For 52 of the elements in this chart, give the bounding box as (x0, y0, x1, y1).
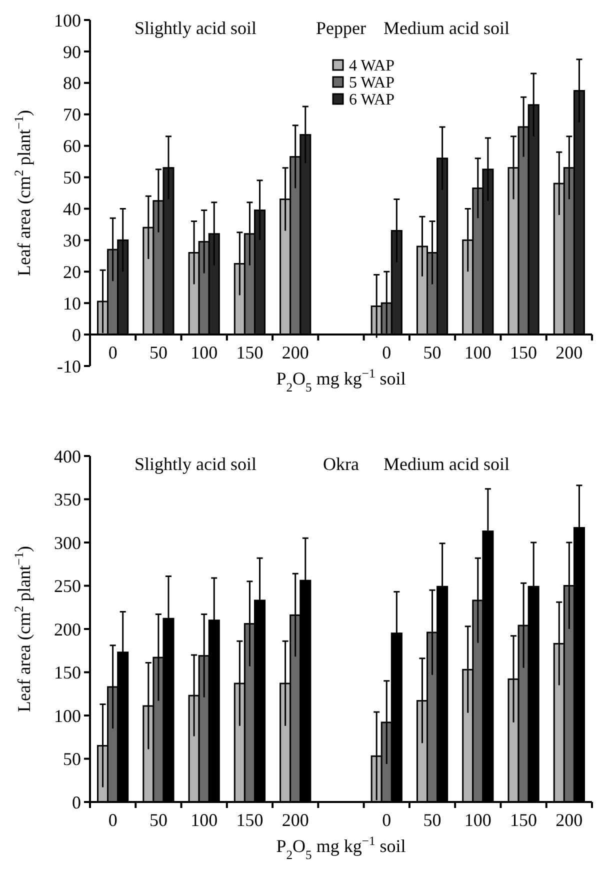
x-tick-label: 0 (382, 342, 392, 363)
y-tick-label: 50 (63, 749, 81, 770)
legend-label: 6 WAP (349, 92, 395, 109)
y-tick-label: 0 (72, 324, 81, 345)
x-tick-label: 100 (464, 342, 492, 363)
annotation: Medium acid soil (384, 454, 510, 474)
y-tick-label: 50 (63, 168, 81, 188)
y-tick-label: 80 (63, 73, 81, 94)
x-tick-label: 100 (190, 342, 218, 363)
x-tick-label: 200 (282, 810, 309, 830)
annotation: Slightly acid soil (134, 18, 257, 38)
x-tick-label: 0 (382, 810, 392, 830)
y-tick-label: 200 (54, 619, 81, 640)
x-tick-label: 0 (108, 342, 118, 363)
y-tick-label: 10 (63, 293, 81, 314)
x-tick-label: 50 (149, 810, 168, 830)
x-tick-label: 150 (236, 342, 264, 363)
y-tick-label: 150 (54, 662, 81, 683)
legend-label: 4 WAP (349, 58, 395, 75)
x-tick-label: 100 (464, 810, 492, 830)
y-tick-label: 400 (54, 446, 81, 466)
y-tick-label: 300 (54, 532, 81, 553)
x-tick-label: 150 (236, 810, 264, 830)
y-tick-label: 100 (54, 706, 81, 726)
x-tick-label: 200 (556, 342, 583, 363)
x-tick-label: 150 (510, 810, 538, 830)
y-tick-label: 30 (63, 230, 81, 250)
y-tick-label: 70 (63, 104, 81, 125)
y-tick-label: 0 (72, 792, 81, 812)
y-tick-label: 90 (63, 42, 81, 62)
annotation: Slightly acid soil (134, 454, 257, 474)
x-tick-label: 0 (108, 810, 118, 830)
x-tick-label: 200 (282, 342, 309, 363)
x-tick-label: 100 (190, 810, 218, 830)
x-axis-title: P$_{2}$O$_{5}$ mg kg$^{−1}$ soil (276, 366, 406, 395)
y-tick-label: 40 (63, 199, 81, 220)
legend-label: 5 WAP (349, 74, 395, 92)
y-tick-label: 250 (54, 576, 81, 596)
chart-title: Okra (323, 454, 359, 474)
x-tick-label: 50 (423, 342, 442, 363)
y-tick-label: 20 (63, 262, 81, 282)
y-tick-label: 350 (54, 490, 81, 510)
x-tick-label: 200 (556, 810, 583, 830)
x-tick-label: 50 (423, 810, 442, 830)
x-tick-label: 50 (149, 342, 168, 363)
y-tick-label: 60 (63, 136, 81, 156)
annotation: Medium acid soil (384, 18, 510, 38)
y-tick-label: -10 (57, 356, 81, 376)
x-tick-label: 150 (510, 342, 538, 363)
chart-title: Pepper (316, 18, 366, 38)
y-tick-label: 100 (54, 10, 81, 30)
x-axis-title: P$_{2}$O$_{5}$ mg kg$^{−1}$ soil (276, 834, 406, 862)
